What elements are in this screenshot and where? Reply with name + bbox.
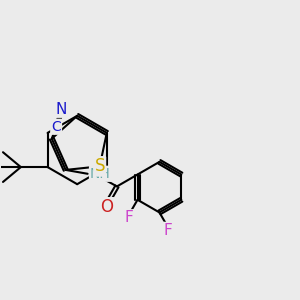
- Text: C: C: [51, 120, 61, 134]
- Text: F: F: [125, 210, 134, 225]
- Text: F: F: [163, 223, 172, 238]
- Text: N: N: [56, 102, 67, 117]
- Text: O: O: [100, 198, 113, 216]
- Text: S: S: [94, 157, 105, 175]
- Text: NH: NH: [90, 167, 111, 181]
